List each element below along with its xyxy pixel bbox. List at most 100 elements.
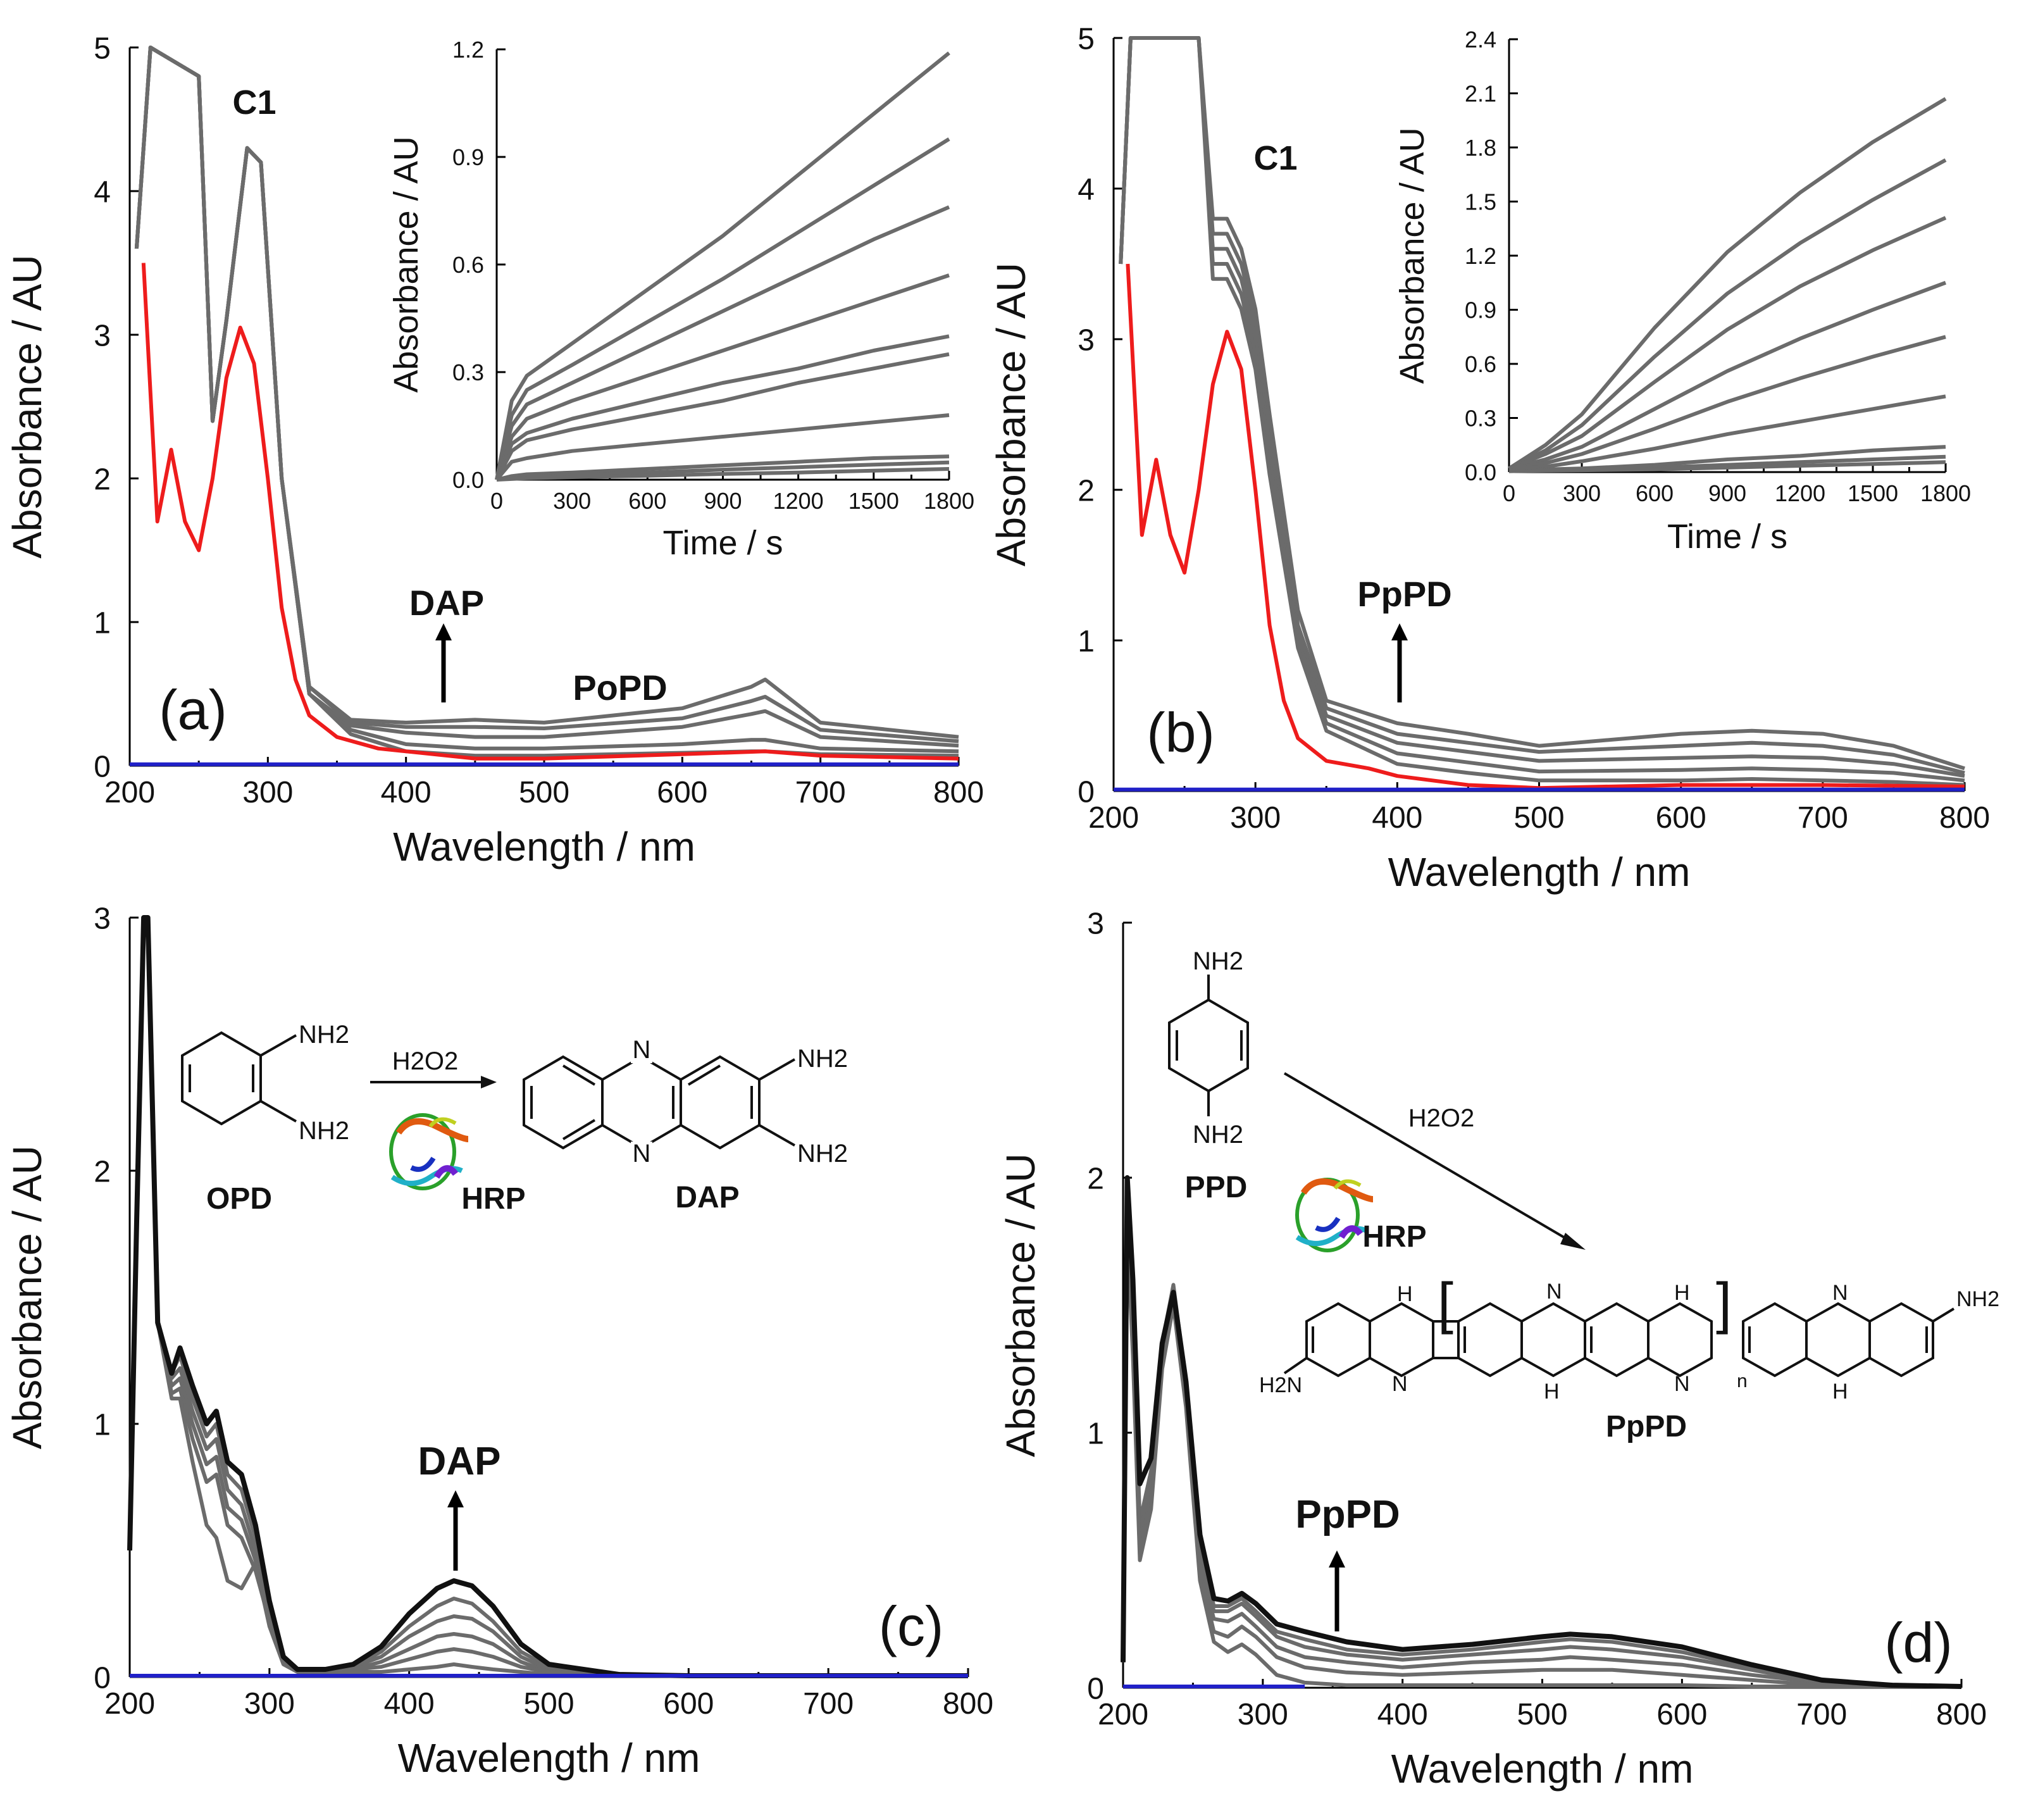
x-tick-label: 600 (628, 488, 666, 514)
x-axis-label: Wavelength / nm (1391, 1746, 1694, 1792)
x-tick-label: 1800 (924, 488, 974, 514)
pppd-n-1: N (1392, 1372, 1408, 1396)
series-t4 (495, 273, 950, 480)
panel-b-inset: 0 300 600 900 1200 1500 1800 0.0 0.3 0.6 0.9 1.2 1.5… (1393, 27, 1971, 556)
arrowhead-pppd-d (1329, 1550, 1345, 1568)
ppd-nh2-top: NH2 (1193, 947, 1243, 975)
x-tick-label: 0 (490, 488, 503, 514)
panel-b: 200 300 400 500 600 700 800 0 1 2 3 4 5 Wavelength / … (988, 22, 1990, 895)
pppd-label: PpPD (1606, 1410, 1687, 1443)
bracket-right: ] (1716, 1272, 1732, 1335)
panel-d: 200 300 400 500 600 700 800 0 1 2 3 Wavelength / nm… (998, 907, 1987, 1792)
scheme-d-reagent: H2O2 (1408, 1104, 1475, 1132)
series-black (1121, 1175, 1962, 1689)
x-tick-label: 300 (242, 776, 293, 809)
y-tick-label: 5 (1078, 22, 1095, 56)
opd-label: OPD (206, 1182, 272, 1216)
hrp-protein-c (389, 1113, 469, 1190)
pppd-nh-3: H (1674, 1281, 1690, 1305)
series-t6 (1508, 394, 1946, 471)
x-tick-label: 200 (104, 776, 155, 809)
y-tick-label: 4 (94, 175, 111, 209)
x-tick-label: 600 (657, 776, 707, 809)
y-tick-label: 0.3 (1465, 405, 1496, 431)
pppd-ring-4 (1520, 1302, 1586, 1378)
y-tick-label: 0.9 (452, 144, 484, 170)
scheme-d: NH2 NH2 PPD H2O2 HRP H2N H N [ (1168, 947, 1999, 1443)
series-t7 (495, 413, 950, 481)
x-tick-label: 500 (519, 776, 569, 809)
scheme-d-arrow (1283, 1072, 1570, 1242)
ppd-nh2-bottom: NH2 (1193, 1121, 1243, 1149)
x-axis-label: Wavelength / nm (393, 824, 695, 869)
scheme-c-reagent: H2O2 (392, 1047, 459, 1075)
y-tick-label: 1 (94, 1408, 111, 1442)
y-tick-label: 2 (94, 463, 111, 496)
y-tick-label: 3 (1078, 323, 1095, 357)
x-tick-label: 1800 (1920, 480, 1971, 506)
pppd-nh-2: H (1544, 1380, 1560, 1404)
series-t4 (1508, 280, 1947, 471)
pppd-ring-2 (1369, 1302, 1434, 1378)
x-tick-label: 800 (1939, 801, 1990, 835)
y-tick-label: 2 (1078, 474, 1095, 508)
pppd-ring-1 (1305, 1302, 1371, 1378)
x-tick-label: 600 (1636, 480, 1674, 506)
panel-c: 200 300 400 500 600 700 800 0 1 2 3 Wavelength / nm… (4, 902, 993, 1781)
y-axis-label: Absorbance / AU (387, 136, 425, 392)
label-dap-a: DAP (409, 583, 484, 623)
x-tick-label: 800 (1936, 1698, 1987, 1731)
pppd-n-4: N (1832, 1281, 1848, 1305)
series-t5 (495, 334, 950, 481)
x-tick-label: 1500 (848, 488, 899, 514)
pppd-ring-5 (1584, 1302, 1650, 1378)
x-tick-label: 200 (104, 1687, 155, 1721)
dap-ring-3 (680, 1055, 761, 1150)
y-tick-label: 0 (94, 750, 111, 783)
y-tick-label: 2 (1087, 1162, 1104, 1195)
label-pppd-b: PpPD (1357, 574, 1451, 614)
series-gray-5 (1121, 1226, 1961, 1688)
bracket-left: [ (1438, 1272, 1453, 1335)
ppd-ring (1168, 998, 1249, 1093)
x-tick-label: 500 (1517, 1698, 1567, 1731)
series-t2 (1508, 158, 1947, 470)
y-tick-label: 0.6 (1465, 351, 1496, 377)
panel-label-b: (b) (1146, 701, 1215, 764)
x-tick-label: 700 (1796, 1698, 1847, 1731)
x-tick-label: 1500 (1848, 480, 1898, 506)
x-axis-label: Time / s (1667, 518, 1787, 556)
label-popd-a: PoPD (573, 668, 667, 707)
panel-label-c: (c) (879, 1595, 944, 1657)
dap-nh2-top: NH2 (797, 1045, 848, 1073)
x-tick-label: 400 (1377, 1698, 1428, 1731)
series-t9 (1508, 460, 1946, 473)
y-tick-label: 0.9 (1465, 297, 1496, 323)
y-tick-label: 1.2 (1465, 243, 1496, 269)
hrp-label-c: HRP (461, 1182, 525, 1216)
y-tick-label: 2 (94, 1155, 111, 1188)
y-tick-label: 1 (94, 606, 111, 640)
label-dap-c: DAP (418, 1440, 501, 1483)
series-red (141, 263, 959, 761)
pppd-ring-7 (1742, 1302, 1808, 1378)
y-tick-label: 1 (1087, 1417, 1104, 1450)
dap-n-bottom: N (633, 1140, 651, 1168)
series-t6 (495, 352, 950, 481)
series-black (127, 915, 968, 1678)
label-pppd-d: PpPD (1295, 1493, 1400, 1536)
series-t10 (496, 467, 950, 482)
y-tick-label: 1.8 (1465, 135, 1496, 161)
dap-ring-2 (601, 1055, 682, 1150)
y-tick-label: 4 (1078, 173, 1095, 206)
x-tick-label: 0 (1503, 480, 1515, 506)
series-t3 (1508, 216, 1947, 471)
x-tick-label: 500 (1513, 801, 1564, 835)
series-t2 (495, 137, 950, 480)
x-tick-label: 300 (553, 488, 591, 514)
x-tick-label: 300 (1563, 480, 1601, 506)
pppd-ring-6 (1647, 1302, 1713, 1378)
y-tick-label: 1 (1078, 625, 1095, 658)
y-axis-label: Absorbance / AU (1393, 127, 1431, 383)
